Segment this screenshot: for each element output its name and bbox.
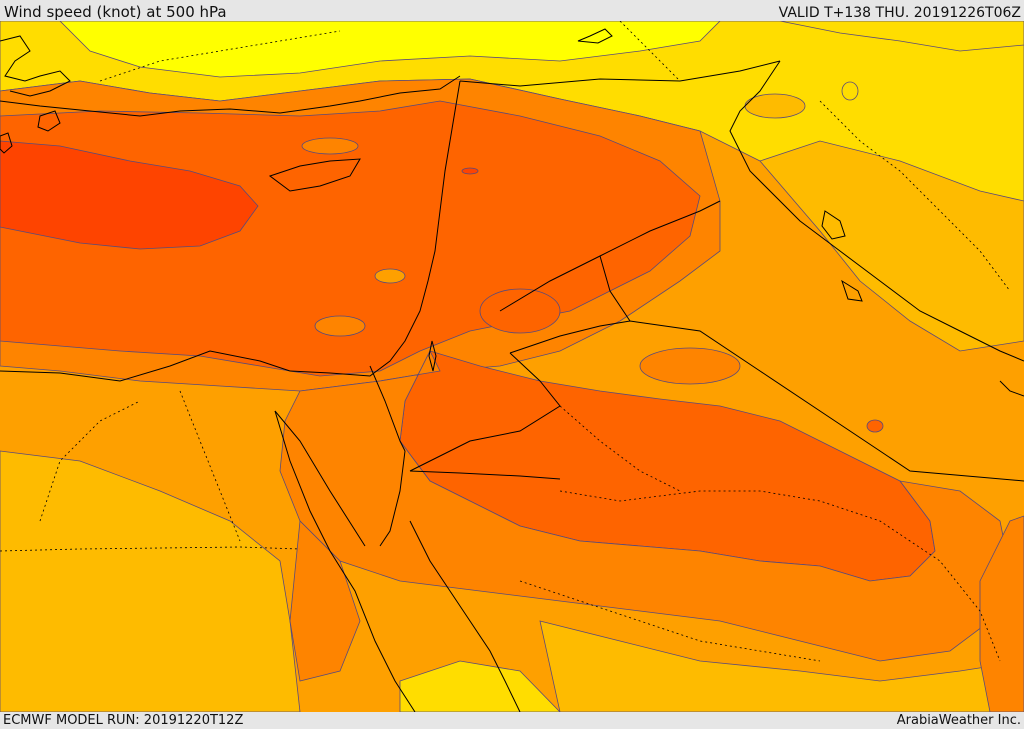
- band-light-south: [399, 660, 561, 712]
- credit-label: ArabiaWeather Inc.: [896, 713, 1021, 728]
- coastline-persian-gulf: [999, 380, 1024, 397]
- valid-time: VALID T+138 THU. 20191226T06Z: [778, 5, 1021, 21]
- lake-north: [577, 28, 613, 44]
- patch-light-3: [639, 347, 741, 385]
- patch-light-6: [461, 167, 479, 175]
- map-header: Wind speed (knot) at 500 hPa VALID T+138…: [0, 0, 1024, 21]
- coastline-levant: [289, 80, 461, 377]
- coastline-turkey-south: [0, 75, 461, 117]
- map-title: Wind speed (knot) at 500 hPa: [4, 3, 227, 21]
- map-footer: ECMWF MODEL RUN: 20191220T12Z ArabiaWeat…: [0, 712, 1024, 729]
- lake-east: [821, 210, 846, 240]
- coastline-red-sea-east: [409, 520, 521, 712]
- border-saudi-yemen-area: [409, 470, 561, 480]
- band-medium-light-east: [759, 140, 1024, 352]
- border-egypt-israel: [369, 365, 406, 452]
- province-boundaries-7: [619, 21, 681, 82]
- cyprus: [268, 158, 361, 192]
- band-lightest-top-right: [779, 21, 1024, 52]
- province-boundaries-8: [39, 400, 141, 522]
- aegean-islands: [0, 35, 71, 97]
- border-jordan-saudi: [509, 320, 1024, 482]
- band-medium-light-south: [0, 450, 301, 712]
- model-run-label: ECMWF MODEL RUN: 20191220T12Z: [3, 713, 244, 728]
- province-boundaries-3: [559, 490, 1001, 662]
- band-lightest-north: [59, 21, 721, 78]
- province-boundaries-9: [559, 405, 681, 492]
- patch-light-8: [841, 81, 859, 101]
- coastline-egypt-north: [0, 350, 291, 382]
- patch-light-4: [314, 315, 366, 337]
- border-turkey-syria: [459, 60, 781, 87]
- province-boundaries-2: [179, 390, 241, 542]
- border-iraq-iran: [729, 60, 1024, 362]
- coastline-gulf-aqaba: [379, 450, 406, 547]
- patch-light-2: [301, 137, 359, 155]
- coastline-gulf-suez: [274, 410, 366, 547]
- band-medium-light-southeast: [539, 620, 1024, 712]
- rhodes: [37, 110, 61, 132]
- coastline-red-sea-west: [274, 410, 416, 712]
- province-boundaries-4: [519, 580, 821, 662]
- border-syria-iraq: [499, 200, 721, 312]
- province-boundaries-6: [99, 30, 341, 82]
- patch-light-5: [374, 268, 406, 284]
- band-medium-dark-southeast: [279, 350, 1011, 662]
- patch-light-7: [866, 419, 884, 433]
- border-jordan-south: [409, 352, 561, 472]
- band-medium-dark-east-edge: [979, 515, 1024, 712]
- lake-east-2: [841, 279, 863, 302]
- patch-dark-1: [479, 288, 561, 334]
- crete-east: [0, 132, 13, 154]
- band-darkest-west: [0, 140, 259, 250]
- wind-speed-map[interactable]: [0, 21, 1024, 712]
- border-jordan-east: [599, 255, 631, 322]
- band-medium-dark-lower-left: [289, 520, 361, 682]
- province-boundaries-1: [0, 546, 301, 552]
- dead-sea: [428, 340, 437, 372]
- map-canvas: [0, 21, 1024, 712]
